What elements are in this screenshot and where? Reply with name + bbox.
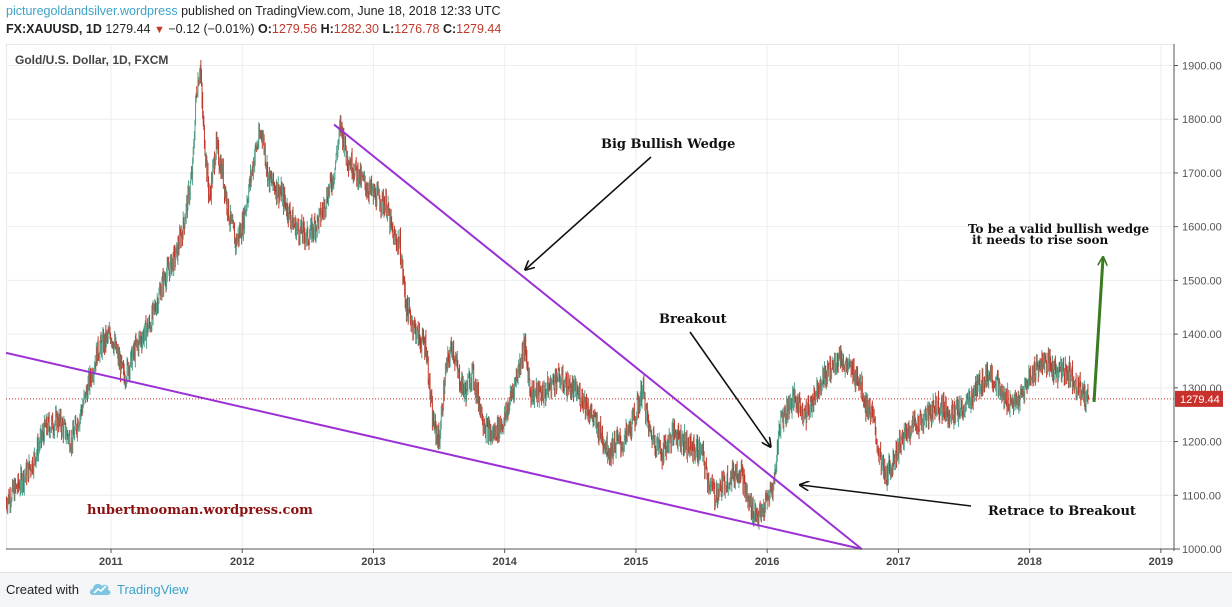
annotation-valid-wedge-1: To be a valid bullish wedge xyxy=(968,222,1150,236)
annotation-breakout: Breakout xyxy=(659,312,727,327)
upper-wedge-line xyxy=(333,123,863,550)
published-info: published on TradingView.com, June 18, 2… xyxy=(181,4,501,18)
low-value: 1276.78 xyxy=(394,22,440,36)
y-tick-label: 1600.00 xyxy=(1182,222,1222,234)
annotation-retrace: Retrace to Breakout xyxy=(988,504,1136,519)
y-axis: 1000.001100.001200.001300.001400.001500.… xyxy=(1173,44,1223,556)
high-label: H: xyxy=(320,22,334,36)
high-value: 1282.30 xyxy=(333,22,379,36)
annotation-big-bullish-wedge: Big Bullish Wedge xyxy=(601,137,735,152)
x-tick-label: 2019 xyxy=(1149,556,1173,568)
price-change: −0.12 (−0.01%) xyxy=(168,22,255,36)
x-tick-label: 2011 xyxy=(99,556,123,568)
created-with-label: Created with xyxy=(6,582,79,597)
chart-header: picturegoldandsilver.wordpress published… xyxy=(0,0,1232,42)
chart-area[interactable]: Big Bullish Wedge Breakout To be a valid b… xyxy=(6,44,1227,571)
grid-lines xyxy=(6,44,1174,550)
last-price-label: 1279.44 xyxy=(1180,394,1220,406)
open-value: 1279.56 xyxy=(271,22,318,36)
low-label: L: xyxy=(382,22,395,36)
lower-wedge-line xyxy=(6,351,862,550)
green-up-arrow xyxy=(1092,258,1103,403)
x-tick-label: 2016 xyxy=(755,556,779,568)
close-value: 1279.44 xyxy=(456,22,502,36)
arrow-breakout xyxy=(689,331,770,446)
arrow-retrace xyxy=(801,485,972,507)
tradingview-cloud-icon[interactable] xyxy=(88,580,112,598)
tradingview-brand-link[interactable]: TradingView xyxy=(117,582,189,597)
y-tick-label: 1400.00 xyxy=(1182,329,1222,341)
down-triangle-icon: ▼ xyxy=(154,24,165,36)
y-tick-label: 1800.00 xyxy=(1182,114,1222,126)
header-line-2: FX:XAUUSD, 1D 1279.44 ▼ −0.12 (−0.01%) O… xyxy=(6,22,501,36)
symbol-label: FX:XAUUSD, 1D xyxy=(6,22,102,36)
x-tick-label: 2014 xyxy=(492,556,517,568)
arrow-wedge xyxy=(526,156,652,269)
trendlines xyxy=(6,123,863,550)
price-chart[interactable]: Big Bullish Wedge Breakout To be a valid b… xyxy=(6,44,1227,571)
annotation-valid-wedge-2: it needs to rise soon xyxy=(972,233,1109,247)
y-tick-label: 1500.00 xyxy=(1182,275,1222,287)
header-line-1: picturegoldandsilver.wordpress published… xyxy=(6,4,501,18)
open-label: O: xyxy=(258,22,272,36)
last-price-tag xyxy=(1175,390,1223,407)
x-tick-label: 2012 xyxy=(230,556,254,568)
y-tick-label: 1900.00 xyxy=(1182,60,1222,72)
watermark-hubertmooman: hubertmooman.wordpress.com xyxy=(87,503,313,518)
chart-title: Gold/U.S. Dollar, 1D, FXCM xyxy=(15,53,168,67)
x-axis: 2011 2012 2013 2014 2015 2016 2017 2018 2019 xyxy=(6,548,1180,568)
y-tick-label: 1000.00 xyxy=(1182,544,1222,556)
x-tick-label: 2017 xyxy=(886,556,910,568)
y-tick-label: 1200.00 xyxy=(1182,437,1222,449)
y-tick-label: 1700.00 xyxy=(1182,168,1222,180)
footer-bar: Created with TradingView xyxy=(0,572,1232,607)
annotations: Big Bullish Wedge Breakout To be a valid b… xyxy=(87,137,1150,519)
plot-frame xyxy=(6,44,1175,550)
author-link[interactable]: picturegoldandsilver.wordpress xyxy=(6,4,178,18)
price-candles xyxy=(6,59,1089,530)
x-tick-label: 2013 xyxy=(361,556,385,568)
last-price: 1279.44 xyxy=(105,22,151,36)
x-tick-label: 2018 xyxy=(1017,556,1041,568)
close-label: C: xyxy=(442,22,457,36)
y-tick-label: 1100.00 xyxy=(1182,490,1221,502)
x-tick-label: 2015 xyxy=(624,556,648,568)
